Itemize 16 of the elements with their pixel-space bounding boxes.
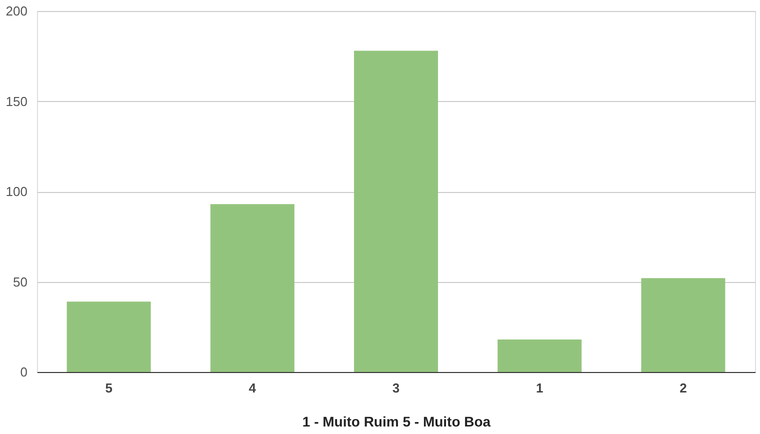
x-axis-title: 1 - Muito Ruim 5 - Muito Boa — [302, 414, 491, 430]
y-tick-label: 150 — [6, 94, 28, 109]
bar — [66, 302, 151, 372]
x-tick-label: 1 — [536, 380, 544, 396]
x-tick-label: 5 — [105, 380, 112, 396]
bar — [210, 204, 294, 372]
y-tick-label: 0 — [20, 364, 28, 380]
y-tick-label: 100 — [6, 184, 28, 199]
bar — [354, 50, 438, 372]
bar — [498, 340, 582, 372]
y-tick-label: 50 — [13, 274, 28, 290]
x-tick-label: 4 — [248, 380, 257, 396]
bar — [641, 278, 726, 372]
y-tick-label: 200 — [6, 4, 28, 18]
x-tick-label: 3 — [392, 380, 400, 396]
x-tick-label: 2 — [680, 380, 687, 396]
